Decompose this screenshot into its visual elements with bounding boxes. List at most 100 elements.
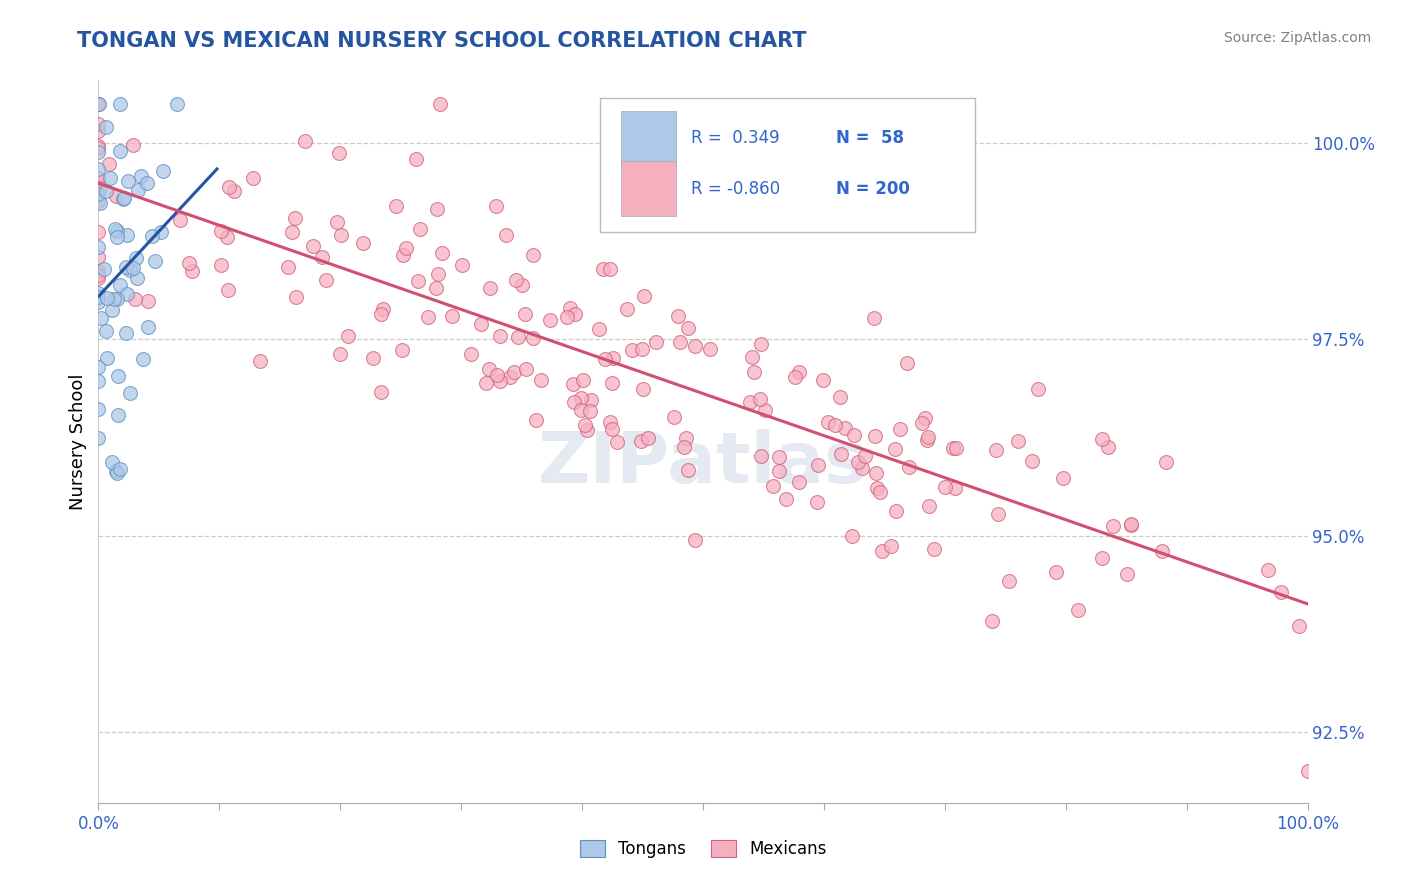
Point bbox=[675, 431, 697, 445]
Point bbox=[166, 96, 188, 111]
Point bbox=[89, 181, 111, 195]
Point bbox=[143, 254, 166, 268]
Point bbox=[96, 291, 118, 305]
Point bbox=[330, 227, 353, 242]
Point bbox=[135, 176, 157, 190]
Point bbox=[124, 292, 146, 306]
Point bbox=[450, 259, 472, 273]
Point bbox=[917, 430, 939, 444]
Point bbox=[807, 458, 830, 472]
Point bbox=[328, 145, 350, 160]
Point bbox=[209, 259, 232, 273]
Point bbox=[281, 226, 304, 240]
Point bbox=[96, 351, 118, 365]
Point bbox=[754, 403, 776, 417]
Point bbox=[385, 199, 408, 213]
Point bbox=[834, 421, 856, 435]
Point bbox=[922, 542, 945, 557]
Point bbox=[579, 404, 602, 418]
Point bbox=[370, 384, 392, 399]
Point bbox=[115, 228, 138, 243]
Point bbox=[209, 224, 232, 238]
Point bbox=[249, 354, 271, 368]
Point bbox=[1288, 619, 1310, 633]
Point bbox=[870, 544, 893, 558]
Point bbox=[1007, 434, 1029, 448]
Point bbox=[572, 373, 595, 387]
Point bbox=[569, 402, 592, 417]
Text: TONGAN VS MEXICAN NURSERY SCHOOL CORRELATION CHART: TONGAN VS MEXICAN NURSERY SCHOOL CORRELA… bbox=[77, 31, 807, 51]
Point bbox=[1296, 764, 1319, 779]
Point bbox=[738, 395, 761, 409]
Point bbox=[830, 447, 852, 461]
Point bbox=[125, 271, 148, 285]
Point bbox=[87, 145, 110, 159]
Point bbox=[579, 392, 602, 407]
Point bbox=[495, 227, 517, 242]
Point bbox=[107, 368, 129, 383]
Point bbox=[600, 422, 623, 436]
Point bbox=[87, 431, 110, 445]
Point bbox=[911, 417, 934, 431]
Point bbox=[683, 533, 706, 547]
Point bbox=[569, 391, 592, 405]
Point bbox=[115, 260, 138, 274]
Point bbox=[530, 373, 553, 387]
Point bbox=[592, 261, 614, 276]
Point bbox=[768, 464, 790, 478]
Point bbox=[87, 96, 110, 111]
Point bbox=[242, 171, 264, 186]
Point bbox=[1052, 471, 1074, 485]
Text: N =  58: N = 58 bbox=[837, 129, 904, 147]
Point bbox=[427, 268, 450, 282]
FancyBboxPatch shape bbox=[621, 161, 676, 216]
Point bbox=[87, 240, 110, 254]
Point bbox=[132, 351, 155, 366]
Point bbox=[1091, 551, 1114, 566]
Point bbox=[787, 366, 810, 380]
Point bbox=[96, 324, 118, 338]
Point bbox=[391, 343, 413, 358]
Point bbox=[405, 153, 427, 167]
Point bbox=[222, 184, 245, 198]
Point bbox=[87, 162, 110, 177]
Point bbox=[1101, 519, 1123, 533]
Point bbox=[515, 362, 537, 376]
Point bbox=[87, 96, 110, 111]
Point bbox=[945, 441, 967, 455]
Point bbox=[215, 229, 238, 244]
Point bbox=[177, 255, 200, 269]
Point bbox=[848, 455, 870, 469]
Point bbox=[470, 317, 492, 331]
Point bbox=[426, 202, 449, 216]
Point bbox=[505, 273, 527, 287]
Point bbox=[87, 263, 110, 277]
Point bbox=[844, 428, 866, 442]
Point bbox=[440, 310, 463, 324]
Point bbox=[749, 392, 772, 406]
Point bbox=[1045, 565, 1067, 579]
Point bbox=[633, 289, 655, 303]
Point bbox=[87, 225, 110, 239]
Point bbox=[602, 351, 624, 365]
Text: ZIPatlas: ZIPatlas bbox=[538, 429, 868, 498]
Point bbox=[107, 408, 129, 422]
Point bbox=[217, 283, 239, 297]
Point bbox=[485, 199, 508, 213]
Point bbox=[125, 252, 148, 266]
Point bbox=[373, 302, 395, 317]
Point bbox=[824, 417, 846, 432]
Point bbox=[122, 137, 145, 152]
Point bbox=[987, 507, 1010, 521]
Point bbox=[1097, 440, 1119, 454]
Point bbox=[104, 188, 127, 202]
Point bbox=[105, 223, 128, 237]
Point bbox=[506, 330, 529, 344]
Point bbox=[89, 196, 111, 211]
Point bbox=[775, 492, 797, 507]
Point bbox=[284, 211, 307, 226]
Point bbox=[575, 423, 598, 437]
Point bbox=[87, 286, 110, 301]
Point bbox=[918, 500, 941, 514]
Point bbox=[104, 222, 127, 236]
